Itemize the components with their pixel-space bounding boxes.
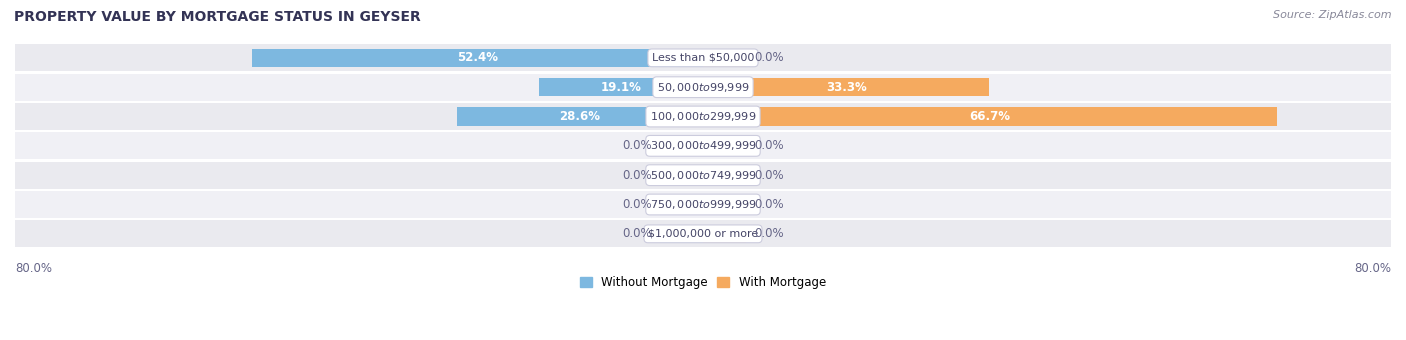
Text: 0.0%: 0.0% bbox=[621, 198, 651, 211]
Bar bbox=[703, 49, 747, 67]
Bar bbox=[659, 137, 703, 155]
Text: 0.0%: 0.0% bbox=[621, 139, 651, 152]
Text: $300,000 to $499,999: $300,000 to $499,999 bbox=[650, 139, 756, 152]
Text: 0.0%: 0.0% bbox=[755, 169, 785, 182]
Bar bbox=[703, 78, 990, 96]
Bar bbox=[15, 220, 1391, 247]
Bar bbox=[703, 225, 747, 243]
Text: 66.7%: 66.7% bbox=[969, 110, 1011, 123]
Bar bbox=[703, 195, 747, 214]
Bar bbox=[15, 74, 1391, 101]
Text: 0.0%: 0.0% bbox=[621, 227, 651, 240]
Text: 33.3%: 33.3% bbox=[825, 81, 866, 94]
Text: PROPERTY VALUE BY MORTGAGE STATUS IN GEYSER: PROPERTY VALUE BY MORTGAGE STATUS IN GEY… bbox=[14, 10, 420, 24]
Bar bbox=[659, 195, 703, 214]
Bar bbox=[15, 191, 1391, 218]
Bar bbox=[659, 225, 703, 243]
Bar bbox=[703, 107, 1277, 125]
Text: $100,000 to $299,999: $100,000 to $299,999 bbox=[650, 110, 756, 123]
Text: 28.6%: 28.6% bbox=[560, 110, 600, 123]
Text: 52.4%: 52.4% bbox=[457, 51, 498, 64]
Text: 0.0%: 0.0% bbox=[755, 51, 785, 64]
Text: 0.0%: 0.0% bbox=[621, 169, 651, 182]
Bar bbox=[703, 137, 747, 155]
Text: Less than $50,000: Less than $50,000 bbox=[652, 53, 754, 63]
Text: $50,000 to $99,999: $50,000 to $99,999 bbox=[657, 81, 749, 94]
Bar bbox=[15, 45, 1391, 71]
Bar bbox=[538, 78, 703, 96]
Text: 0.0%: 0.0% bbox=[755, 139, 785, 152]
Bar bbox=[659, 166, 703, 184]
Text: 80.0%: 80.0% bbox=[1354, 262, 1391, 275]
Bar bbox=[15, 162, 1391, 189]
Text: $750,000 to $999,999: $750,000 to $999,999 bbox=[650, 198, 756, 211]
Text: $500,000 to $749,999: $500,000 to $749,999 bbox=[650, 169, 756, 182]
Text: 80.0%: 80.0% bbox=[15, 262, 52, 275]
Bar bbox=[457, 107, 703, 125]
Text: 0.0%: 0.0% bbox=[755, 198, 785, 211]
Bar bbox=[703, 166, 747, 184]
Bar bbox=[252, 49, 703, 67]
Bar bbox=[15, 103, 1391, 130]
Legend: Without Mortgage, With Mortgage: Without Mortgage, With Mortgage bbox=[575, 272, 831, 294]
Text: Source: ZipAtlas.com: Source: ZipAtlas.com bbox=[1274, 10, 1392, 20]
Text: $1,000,000 or more: $1,000,000 or more bbox=[648, 229, 758, 239]
Bar bbox=[15, 132, 1391, 159]
Text: 19.1%: 19.1% bbox=[600, 81, 641, 94]
Text: 0.0%: 0.0% bbox=[755, 227, 785, 240]
